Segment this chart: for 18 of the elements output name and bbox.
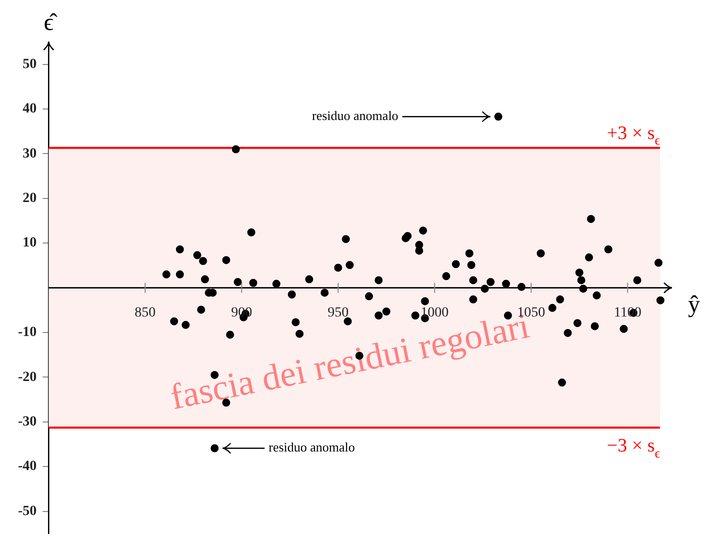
x-axis-title: ŷ [688,292,700,318]
y-tick-label: -10 [18,325,37,340]
y-tick-label: 40 [22,102,37,117]
y-tick-label: -20 [18,370,37,385]
y-tick-label: -50 [18,504,37,519]
y-tick-label: -30 [18,414,37,430]
x-tick-label: 850 [134,305,156,320]
annotation: residuo anomalo [312,108,398,124]
y-axis-title: ϵ̂ [44,10,58,36]
y-tick-label: 20 [22,191,37,206]
y-tick-label: 30 [22,146,37,162]
y-tick-label: 50 [22,56,37,72]
annotation: residuo anomalo [268,440,355,455]
y-tick-label: -40 [18,459,37,474]
x-tick-label: 1050 [517,305,546,320]
x-tick-label: 1000 [420,305,449,320]
x-tick-label: 950 [328,305,349,320]
y-tick-label: 10 [22,236,37,251]
